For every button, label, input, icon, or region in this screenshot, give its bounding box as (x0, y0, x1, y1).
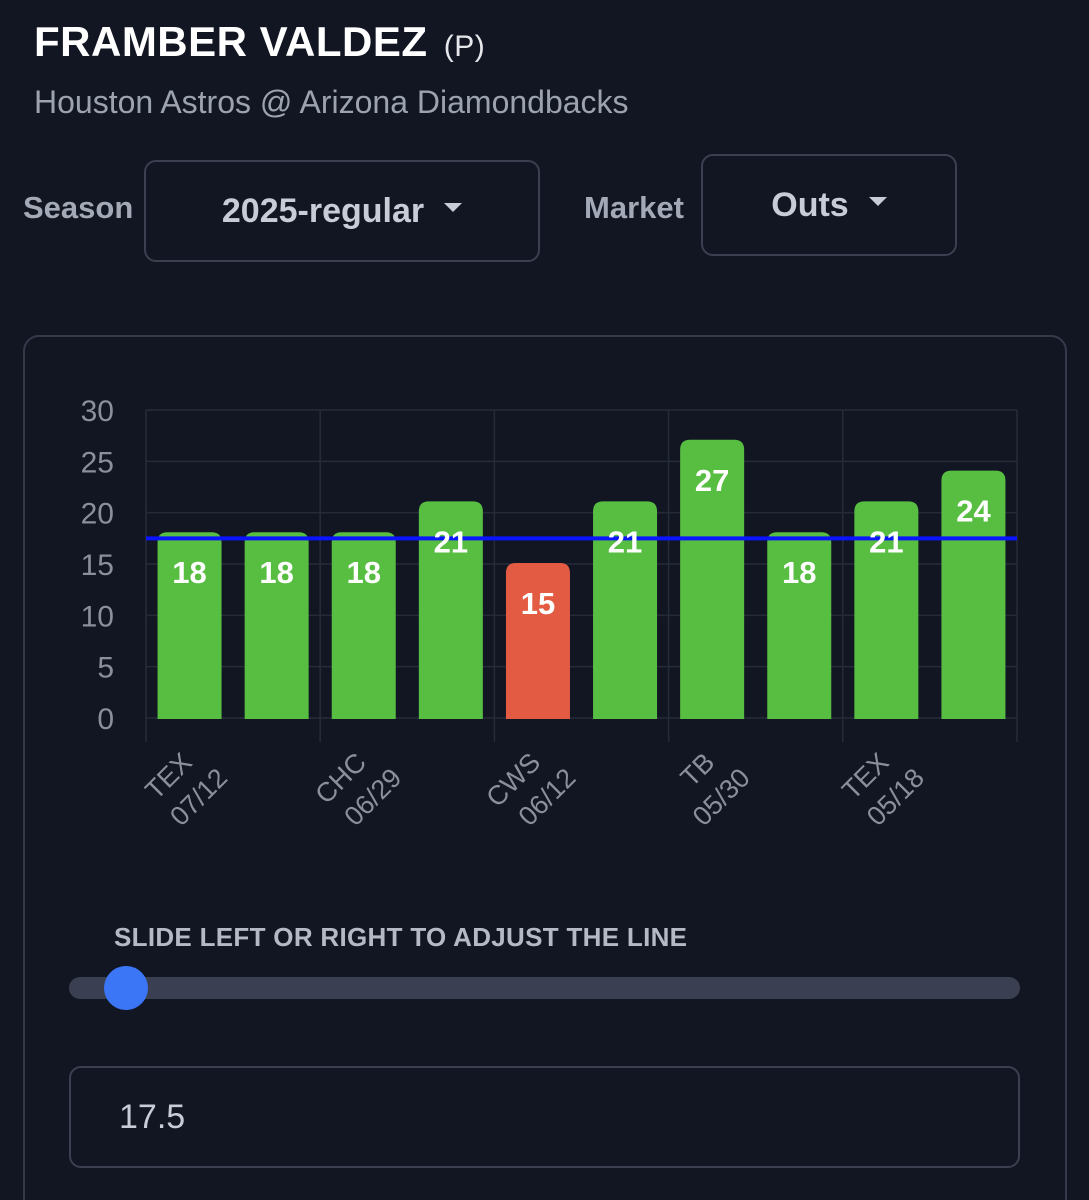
y-tick-label: 20 (81, 498, 114, 531)
chart-bar[interactable] (941, 470, 1006, 719)
bar-value-label: 21 (434, 524, 468, 559)
chart-card (23, 335, 1067, 1200)
market-dropdown-value: Outs (771, 185, 849, 224)
bar-value-label: 15 (521, 586, 555, 621)
line-slider[interactable] (69, 966, 1020, 1010)
bar-value-label: 21 (869, 524, 903, 559)
player-name-text: FRAMBER VALDEZ (34, 18, 428, 65)
season-label: Season (23, 190, 134, 225)
bar-value-label: 27 (695, 463, 729, 498)
chart-bar[interactable] (854, 501, 919, 719)
line-value-input[interactable] (69, 1066, 1020, 1168)
chevron-down-icon (868, 196, 887, 206)
slider-handle[interactable] (104, 966, 149, 1010)
season-dropdown[interactable]: 2025-regular (144, 160, 540, 262)
y-tick-label: 10 (81, 600, 114, 633)
y-tick-label: 0 (97, 703, 114, 736)
chart-bar[interactable] (593, 501, 658, 719)
chart-bar[interactable] (505, 563, 570, 719)
bar-value-label: 21 (608, 524, 642, 559)
outs-bar-chart: 18 18 18 21 15 21 27 18 21 24 0 5 10 15 20 25 30 TEX07/1… (81, 395, 1018, 832)
season-dropdown-value: 2025-regular (221, 191, 425, 230)
player-position: (P) (443, 30, 486, 63)
chart-bar[interactable] (680, 439, 745, 719)
bar-value-label: 18 (782, 555, 816, 590)
chart-bar[interactable] (418, 501, 483, 719)
y-tick-label: 30 (81, 395, 114, 428)
bar-value-label: 18 (172, 555, 206, 590)
bar-value-label: 18 (259, 555, 293, 590)
chevron-down-icon (444, 202, 463, 212)
y-tick-label: 25 (81, 446, 114, 479)
market-label: Market (584, 190, 684, 225)
matchup-subtitle: Houston Astros @ Arizona Diamondbacks (34, 84, 629, 120)
y-tick-label: 5 (97, 652, 114, 685)
market-dropdown[interactable]: Outs (701, 154, 957, 256)
bar-value-label: 18 (347, 555, 381, 590)
bar-value-label: 24 (956, 494, 991, 529)
y-tick-label: 15 (81, 549, 114, 582)
slider-caption: SLIDE LEFT OR RIGHT TO ADJUST THE LINE (114, 922, 688, 952)
player-name: FRAMBER VALDEZ (P) (34, 18, 485, 66)
